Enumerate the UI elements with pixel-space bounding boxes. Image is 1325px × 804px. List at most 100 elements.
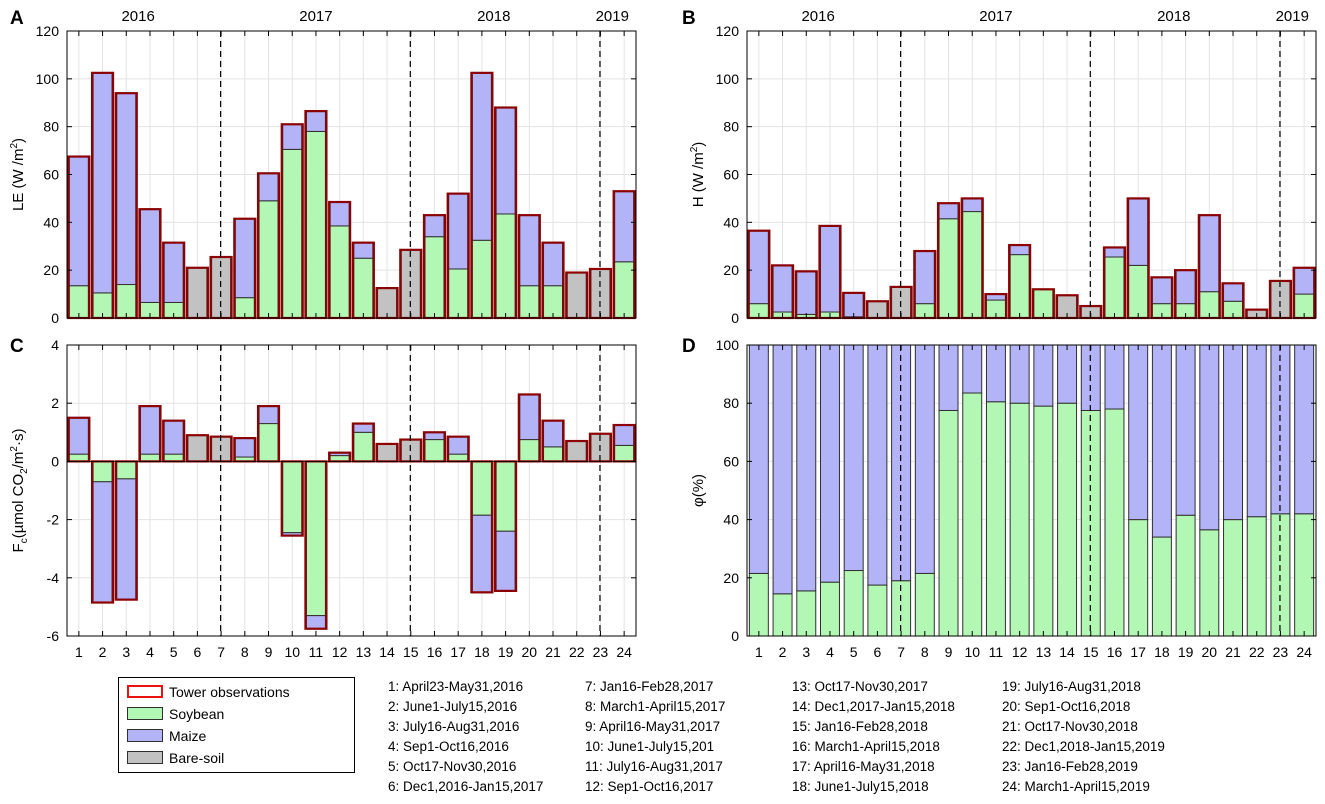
- x-tick-label: 18: [474, 644, 490, 660]
- bar-maize: [1128, 197, 1149, 266]
- y-tick-label: 80: [723, 395, 739, 411]
- bar-maize: [1128, 344, 1149, 521]
- y-axis-label: LE (W /m2): [9, 138, 27, 211]
- bar-soybean: [495, 213, 516, 319]
- x-tick-label: 16: [427, 644, 443, 660]
- y-tick-label: 0: [51, 453, 59, 469]
- panel-label: D: [682, 336, 696, 357]
- axes-box: [746, 344, 1317, 637]
- bar-soybean: [1246, 516, 1267, 637]
- x-tick-label: 13: [356, 644, 372, 660]
- bar-soybean: [962, 392, 983, 637]
- bar-maize: [495, 530, 516, 592]
- x-tick-label: 6: [873, 644, 881, 660]
- bar-soybean: [914, 572, 935, 637]
- x-tick-label: 15: [1083, 644, 1099, 660]
- bar-maize: [448, 436, 469, 455]
- bar-soybean: [116, 460, 137, 480]
- y-tick-label: 120: [36, 23, 60, 39]
- x-tick-label: 19: [498, 644, 514, 660]
- bar-maize: [1009, 244, 1030, 256]
- bar-maize: [163, 242, 184, 303]
- bar-maize: [519, 393, 540, 441]
- y-tick-label: 100: [36, 71, 60, 87]
- y-tick-label: 60: [723, 453, 739, 469]
- period-key-item: 5: Oct17-Nov30,2016: [388, 759, 517, 774]
- period-key-item: 13: Oct17-Nov30,2017: [792, 679, 928, 694]
- y-tick-label: 100: [716, 337, 740, 353]
- period-key-item: 19: July16-Aug31,2018: [1002, 679, 1141, 694]
- year-label: 2019: [596, 8, 629, 25]
- bar-maize: [867, 344, 888, 586]
- bar-maize: [234, 218, 255, 299]
- bar-maize: [116, 92, 137, 286]
- y-axis-label-text: F: [10, 543, 27, 552]
- x-tick-label: 22: [569, 644, 585, 660]
- bar-maize: [938, 344, 959, 411]
- bar-soybean: [258, 423, 279, 462]
- bar-maize: [614, 424, 635, 446]
- y-tick-label: 100: [716, 71, 740, 87]
- x-tick-label: 13: [1036, 644, 1052, 660]
- period-key-item: 9: April16-May31,2017: [585, 719, 721, 734]
- y-tick-label: 2: [51, 395, 59, 411]
- period-key-item: 24: March1-April15,2019: [1002, 779, 1150, 794]
- x-tick-label: 11: [309, 644, 324, 660]
- x-tick-label: 1: [755, 644, 763, 660]
- bar-soybean: [305, 130, 326, 319]
- period-key-item: 3: July16-Aug31,2016: [388, 719, 520, 734]
- bar-soybean: [1057, 402, 1078, 637]
- y-axis-label-sub: 2: [19, 468, 30, 474]
- period-key-item: 14: Dec1,2017-Jan15,2018: [792, 699, 955, 714]
- y-tick-label: 0: [51, 310, 59, 326]
- period-key-item: 1: April23-May31,2016: [388, 679, 524, 694]
- bar-soybean: [614, 444, 635, 462]
- y-axis-label-text: H (W /m: [690, 152, 707, 207]
- bar-maize: [305, 615, 326, 630]
- bar-maize: [424, 214, 445, 238]
- bar-bare-soil: [187, 267, 208, 319]
- bar-soybean: [282, 148, 303, 319]
- period-key-item: 23: Jan16-Feb28,2019: [1002, 759, 1138, 774]
- period-key-item: 6: Dec1,2016-Jan15,2017: [388, 779, 544, 794]
- y-axis-label-text: LE (W /m: [10, 149, 27, 212]
- y-tick-label: 0: [731, 310, 739, 326]
- x-tick-label: 9: [265, 644, 273, 660]
- bar-maize: [1246, 344, 1267, 518]
- period-key-item: 21: Oct17-Nov30,2018: [1002, 719, 1138, 734]
- x-tick-label: 21: [1225, 644, 1241, 660]
- year-label: 2018: [1157, 8, 1190, 25]
- bar-maize: [748, 230, 769, 305]
- x-tick-label: 7: [897, 644, 905, 660]
- bar-soybean: [1223, 519, 1244, 637]
- y-axis-label-text: ·s): [10, 429, 27, 447]
- bar-maize: [519, 214, 540, 287]
- bar-soybean: [1128, 264, 1149, 319]
- x-tick-label: 3: [802, 644, 810, 660]
- x-tick-label: 15: [403, 644, 419, 660]
- y-tick-label: -4: [47, 570, 60, 586]
- bar-maize: [92, 481, 113, 604]
- bar-maize: [1151, 276, 1172, 305]
- y-axis-label-sub: c: [19, 538, 30, 543]
- bar-maize: [543, 420, 564, 448]
- bar-soybean: [116, 284, 137, 319]
- x-tick-label: 19: [1178, 644, 1194, 660]
- y-tick-label: 120: [716, 23, 740, 39]
- period-key-item: 15: Jan16-Feb28,2018: [792, 719, 928, 734]
- bar-maize: [819, 225, 840, 313]
- bar-maize: [843, 344, 864, 572]
- x-tick-label: 4: [826, 644, 834, 660]
- x-tick-label: 5: [850, 644, 858, 660]
- x-tick-label: 18: [1154, 644, 1170, 660]
- bar-maize: [1104, 344, 1125, 410]
- bar-maize: [819, 344, 840, 583]
- bar-soybean: [1175, 514, 1196, 637]
- bar-maize: [329, 201, 350, 227]
- bar-maize: [68, 417, 89, 455]
- y-tick-label: 4: [51, 337, 59, 353]
- y-axis-label-text: (µmol CO: [10, 474, 27, 538]
- bar-maize: [471, 514, 492, 593]
